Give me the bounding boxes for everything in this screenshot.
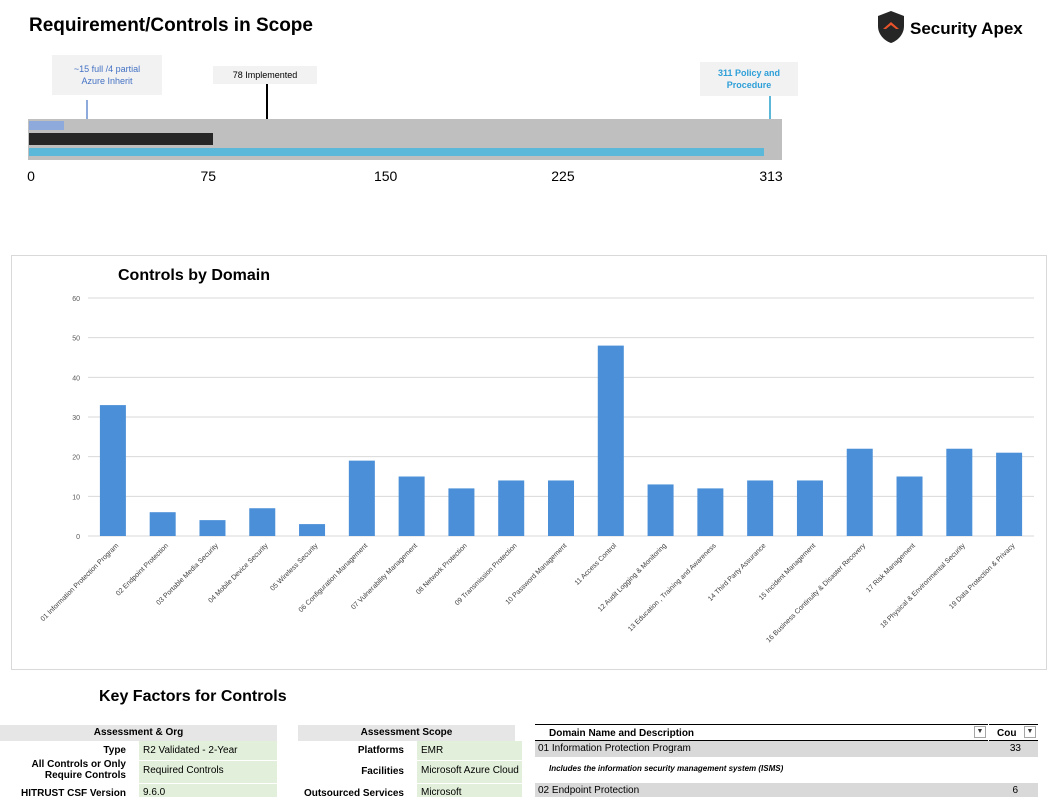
x-category-label: 18 Physical & Environmental Security bbox=[880, 542, 968, 630]
assessment-org-header: Assessment & Org bbox=[0, 725, 277, 741]
label-type: Type bbox=[103, 745, 126, 756]
scope-tick-label: 313 bbox=[759, 168, 783, 184]
table-row-description: Includes the information security manage… bbox=[535, 761, 1038, 777]
bar-2 bbox=[149, 512, 176, 536]
label-outsourced: Outsourced Services bbox=[303, 788, 404, 799]
x-category-label: 08 Network Protection bbox=[415, 542, 469, 596]
x-category-label: 10 Password Management bbox=[505, 542, 569, 606]
scope-tick-label: 150 bbox=[373, 168, 398, 184]
bar-11 bbox=[597, 345, 624, 536]
assessment-scope-header: Assessment Scope bbox=[298, 725, 515, 741]
bar-policy bbox=[29, 148, 765, 156]
shield-logo-icon bbox=[878, 11, 904, 43]
label-platforms: Platforms bbox=[357, 745, 404, 756]
bar-17 bbox=[896, 476, 923, 536]
bar-19 bbox=[996, 452, 1023, 536]
brand-name: Security Apex bbox=[910, 19, 1023, 38]
bar-4 bbox=[249, 508, 276, 536]
domain-name: 01 Information Protection Program bbox=[538, 743, 691, 754]
chart-title: Controls by Domain bbox=[118, 267, 271, 284]
bar-15 bbox=[796, 480, 823, 536]
count-header-label: Cou bbox=[997, 728, 1017, 739]
domain-count: 6 bbox=[1012, 785, 1018, 796]
callout-inherited-leader bbox=[86, 100, 88, 119]
table-row[interactable]: 02 Endpoint Protection 6 bbox=[535, 783, 1038, 797]
value-csf-version: 9.6.0 bbox=[139, 784, 277, 797]
bar-implemented bbox=[29, 133, 214, 145]
label-controls-scope: All Controls or Only Require Controls bbox=[31, 759, 126, 781]
count-header: Cou bbox=[989, 724, 1038, 741]
bar-10 bbox=[548, 480, 574, 536]
bar-16 bbox=[846, 448, 873, 536]
value-platforms: EMR bbox=[417, 741, 522, 760]
callout-policy: 311 Policy and Procedure bbox=[700, 62, 798, 96]
bar-13 bbox=[697, 488, 724, 536]
y-tick-label: 10 bbox=[72, 494, 80, 501]
scope-tick-label: 75 bbox=[200, 168, 217, 184]
callout-policy-line2: Procedure bbox=[726, 80, 772, 90]
domain-name-header-label: Domain Name and Description bbox=[549, 728, 695, 739]
x-category-label: 02 Endpoint Protection bbox=[115, 542, 170, 597]
bar-7 bbox=[398, 476, 425, 536]
domain-description: Includes the information security manage… bbox=[549, 764, 784, 773]
dropdown-arrow-icon[interactable]: ▼ bbox=[1024, 726, 1036, 738]
bar-1 bbox=[99, 405, 126, 536]
y-tick-label: 40 bbox=[72, 375, 80, 382]
table-row[interactable]: 01 Information Protection Program 33 bbox=[535, 741, 1038, 757]
callout-inherited-line1: ~15 full /4 partial bbox=[73, 64, 141, 74]
callout-implemented-leader bbox=[266, 84, 268, 132]
scope-tick-label: 0 bbox=[27, 168, 35, 184]
x-category-label: 17 Risk Management bbox=[865, 542, 917, 594]
label-facilities: Facilities bbox=[361, 766, 404, 777]
y-tick-label: 0 bbox=[76, 534, 80, 541]
x-category-label: 05 Wireless Security bbox=[269, 542, 319, 592]
chart-canvas: 0 10 20 30 40 50 60 01 Information Protection P… bbox=[40, 296, 1034, 644]
bar-6 bbox=[348, 460, 375, 536]
x-category-label: 01 Information Protection Program bbox=[40, 542, 121, 623]
domain-name-header: Domain Name and Description bbox=[535, 724, 988, 741]
callout-policy-line1: 311 Policy and bbox=[717, 68, 781, 78]
value-facilities: Microsoft Azure Cloud bbox=[417, 761, 522, 783]
bar-18 bbox=[946, 448, 973, 536]
bar-9 bbox=[498, 480, 525, 536]
y-tick-label: 30 bbox=[72, 415, 80, 422]
page-title: Requirement/Controls in Scope bbox=[29, 15, 313, 36]
domain-table: Domain Name and Description ▼ Cou ▼ 01 I… bbox=[535, 724, 1038, 797]
controls-by-domain-chart: 0 10 20 30 40 50 60 01 Information Protection P… bbox=[11, 255, 1047, 670]
x-category-label: 15 Incident Management bbox=[758, 542, 817, 601]
y-tick-label: 50 bbox=[72, 336, 80, 343]
key-factors-title: Key Factors for Controls bbox=[99, 688, 287, 705]
x-category-label: 04 Mobile Device Security bbox=[207, 542, 270, 605]
bar-3 bbox=[199, 520, 226, 536]
value-outsourced: Microsoft bbox=[417, 784, 522, 797]
bar-inherited bbox=[29, 121, 65, 130]
x-category-label: 13 Education , Training and Awareness bbox=[627, 542, 718, 633]
scope-tick-label: 225 bbox=[551, 168, 575, 184]
bar-14 bbox=[747, 480, 774, 536]
domain-count: 33 bbox=[1009, 743, 1021, 754]
y-tick-label: 60 bbox=[72, 296, 80, 303]
bar-8 bbox=[448, 488, 475, 536]
domain-name: 02 Endpoint Protection bbox=[538, 785, 640, 796]
x-category-label: 16 Business Continuity & Disaster Recove… bbox=[765, 542, 867, 644]
callout-inherited-line2: Azure Inherit bbox=[81, 76, 133, 86]
value-type: R2 Validated - 2-Year bbox=[139, 741, 277, 760]
callout-inherited: ~15 full /4 partial Azure Inherit bbox=[52, 55, 162, 95]
x-category-label: 11 Access Control bbox=[574, 542, 619, 587]
y-tick-label: 20 bbox=[72, 455, 80, 462]
label-csf-version: HITRUST CSF Version bbox=[20, 788, 126, 799]
bar-5 bbox=[299, 524, 326, 536]
callout-implemented: 78 Implemented bbox=[213, 66, 317, 84]
scope-bullet-background bbox=[28, 119, 782, 160]
value-controls-scope: Required Controls bbox=[139, 761, 277, 783]
bar-12 bbox=[647, 484, 674, 536]
brand-logo: Security Apex bbox=[876, 10, 1036, 46]
dropdown-arrow-icon[interactable]: ▼ bbox=[974, 726, 986, 738]
x-category-label: 14 Third Party Assurance bbox=[707, 542, 768, 603]
